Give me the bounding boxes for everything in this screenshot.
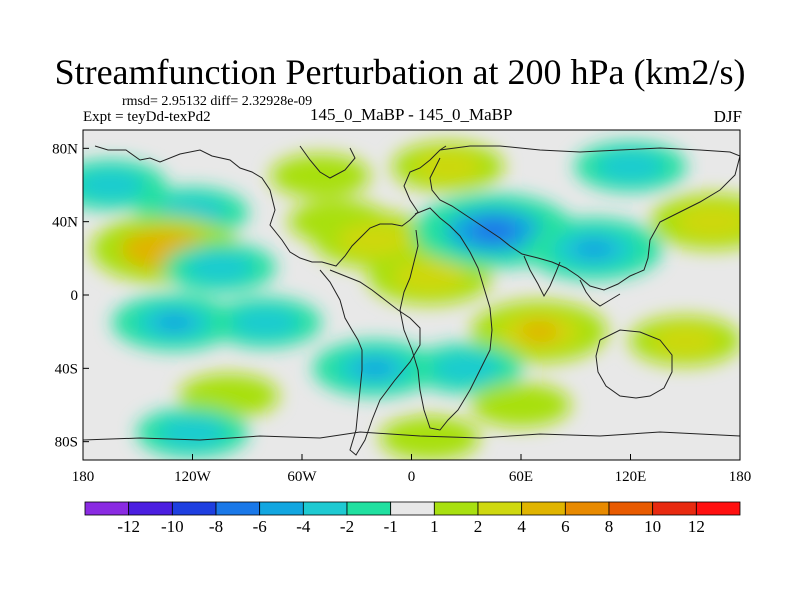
- colorbar-label-13: 12: [688, 517, 705, 536]
- x-tick-label-6: 180: [729, 469, 752, 485]
- colorbar-label-6: -1: [384, 517, 398, 536]
- colorbar-label-7: 1: [430, 517, 439, 536]
- x-tick-label-1: 120W: [174, 469, 212, 485]
- x-tick-label-5: 120E: [615, 469, 647, 485]
- y-tick-label-3: 40S: [55, 361, 78, 377]
- colorbar-label-8: 2: [474, 517, 483, 536]
- colorbar-swatch-11: [565, 502, 609, 515]
- anomaly-core-10: [431, 158, 465, 176]
- colorbar-swatch-9: [478, 502, 522, 515]
- x-tick-label-0: 180: [72, 469, 95, 485]
- anomaly-core-15: [519, 321, 560, 343]
- colorbar-label-12: 10: [644, 517, 661, 536]
- anomaly-core-4: [156, 313, 193, 333]
- anomaly-core-9: [305, 168, 335, 183]
- colorbar-swatch-14: [696, 502, 740, 515]
- colorbar-label-3: -6: [253, 517, 267, 536]
- anomaly-core-16: [668, 332, 702, 350]
- colorbar-swatch-6: [347, 502, 391, 515]
- colorbar-label-2: -8: [209, 517, 223, 536]
- colorbar-label-1: -10: [161, 517, 184, 536]
- anomaly-core-13: [614, 158, 648, 176]
- colorbar-swatch-2: [172, 502, 216, 515]
- anomaly-core-12: [574, 238, 615, 260]
- y-tick-label-1: 40N: [52, 215, 78, 231]
- colorbar-swatch-0: [85, 502, 129, 515]
- colorbar: -12 -10 -8 -6 -4 -2 -1 1 2 4 6 8 10 12: [85, 502, 740, 536]
- y-tick-label-2: 0: [71, 288, 79, 304]
- anomaly-core-19: [214, 388, 244, 403]
- colorbar-swatch-13: [653, 502, 697, 515]
- anomaly-core-14: [694, 212, 731, 232]
- colorbar-swatch-1: [129, 502, 173, 515]
- colorbar-swatch-5: [303, 502, 347, 515]
- anomaly-core-20: [506, 397, 536, 412]
- anomaly-core-7: [356, 230, 393, 250]
- anomaly-core-5: [249, 314, 283, 332]
- colorbar-swatch-10: [522, 502, 566, 515]
- anomaly-core-22: [415, 430, 445, 445]
- colorbar-label-9: 4: [517, 517, 526, 536]
- anomaly-core-3: [203, 259, 237, 277]
- chart-svg: 180 120W 60W 0 60E 120E 180 80N40N040S80S -12-…: [0, 0, 800, 600]
- colorbar-label-5: -2: [340, 517, 354, 536]
- colorbar-swatch-8: [434, 502, 478, 515]
- anomaly-core-0: [94, 176, 128, 194]
- anomaly-core-11: [470, 218, 518, 244]
- y-tick-label-4: 80S: [55, 435, 78, 451]
- y-tick-label-0: 80N: [52, 141, 78, 157]
- x-tick-label-3: 0: [408, 469, 416, 485]
- x-tick-label-4: 60E: [509, 469, 533, 485]
- colorbar-label-10: 6: [561, 517, 570, 536]
- colorbar-swatch-3: [216, 502, 260, 515]
- colorbar-swatch-12: [609, 502, 653, 515]
- colorbar-swatch-7: [391, 502, 435, 515]
- colorbar-swatch-4: [260, 502, 304, 515]
- anomaly-core-21: [176, 424, 210, 442]
- x-tick-label-2: 60W: [287, 469, 317, 485]
- colorbar-label-0: -12: [117, 517, 140, 536]
- anomaly-core-8: [411, 267, 448, 287]
- colorbar-label-11: 8: [605, 517, 614, 536]
- colorbar-label-4: -4: [296, 517, 311, 536]
